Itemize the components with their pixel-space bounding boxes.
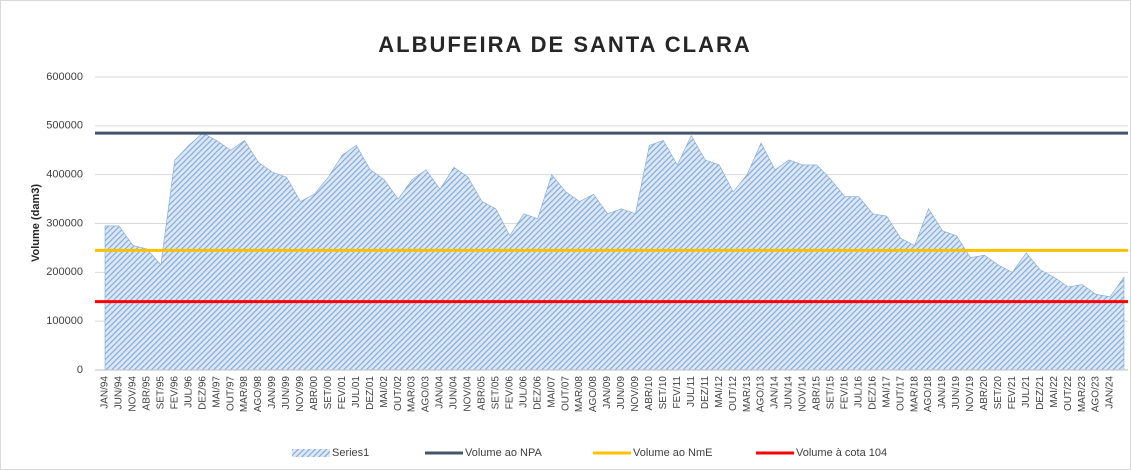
x-tick-label: FEV/01 [337, 376, 348, 410]
legend-label: Volume ao NPA [465, 447, 543, 459]
x-tick-label: JAN/19 [937, 376, 948, 409]
x-tick-label: AGO/08 [588, 376, 599, 413]
x-tick-label: ABR/15 [812, 376, 823, 411]
x-tick-label: JUN/99 [281, 376, 292, 410]
x-tick-label: MAI/12 [714, 376, 725, 408]
x-tick-label: JUN/94 [114, 376, 125, 410]
x-tick-label: JUL/16 [853, 376, 864, 408]
y-tick-label: 300000 [46, 217, 83, 229]
x-tick-label: NOV/14 [798, 376, 809, 412]
x-tick-label: NOV/19 [965, 376, 976, 412]
x-tick-label: SET/95 [155, 376, 166, 410]
x-tick-label: MAR/98 [239, 376, 250, 413]
x-tick-label: SET/05 [490, 376, 501, 410]
y-tick-label: 600000 [46, 71, 83, 83]
x-tick-label: JUL/96 [183, 376, 194, 408]
x-tick-label: ABR/95 [142, 376, 153, 411]
y-tick-label: 500000 [46, 120, 83, 132]
x-tick-label: DEZ/16 [867, 376, 878, 410]
x-tick-label: JAN/94 [100, 376, 111, 409]
x-tick-label: SET/15 [826, 376, 837, 410]
x-tick-label: MAI/97 [211, 376, 222, 408]
x-tick-label: MAI/02 [379, 376, 390, 408]
x-tick-label: MAI/07 [546, 376, 557, 408]
x-tick-label: ABR/00 [309, 376, 320, 411]
x-tick-label: MAR/08 [574, 376, 585, 413]
x-tick-label: JUL/06 [518, 376, 529, 408]
y-tick-label: 400000 [46, 169, 83, 181]
x-tick-label: JUL/21 [1021, 376, 1032, 408]
x-tick-label: OUT/22 [1063, 376, 1074, 411]
x-tick-label: OUT/02 [393, 376, 404, 411]
y-axis-label: Volume (dam3) [30, 184, 42, 262]
x-tick-label: DEZ/11 [700, 376, 711, 410]
x-tick-label: JAN/09 [602, 376, 613, 409]
x-tick-label: JAN/99 [267, 376, 278, 409]
x-tick-label: DEZ/96 [197, 376, 208, 410]
x-tick-label: FEV/21 [1007, 376, 1018, 410]
x-tick-label: JUN/14 [784, 376, 795, 410]
x-tick-label: JUN/09 [616, 376, 627, 410]
x-tick-label: MAR/23 [1077, 376, 1088, 413]
x-tick-label: JAN/14 [770, 376, 781, 409]
x-tick-label: AGO/23 [1091, 376, 1102, 413]
x-tick-label: DEZ/21 [1035, 376, 1046, 410]
x-tick-label: MAI/17 [881, 376, 892, 408]
x-tick-label: JUN/19 [951, 376, 962, 410]
x-tick-label: JAN/04 [435, 376, 446, 409]
x-tick-label: ABR/20 [979, 376, 990, 411]
x-tick-label: JUL/11 [686, 376, 697, 407]
y-tick-label: 200000 [46, 266, 83, 278]
x-tick-label: NOV/09 [630, 376, 641, 412]
x-tick-label: DEZ/06 [532, 376, 543, 410]
x-tick-label: NOV/94 [128, 376, 139, 412]
x-tick-label: AGO/03 [421, 376, 432, 413]
x-tick-label: AGO/18 [923, 376, 934, 413]
x-tick-label: MAR/18 [909, 376, 920, 413]
x-tick-label: SET/10 [658, 376, 669, 410]
x-tick-label: DEZ/01 [365, 376, 376, 410]
x-tick-label: OUT/17 [895, 376, 906, 411]
x-tick-label: MAR/03 [407, 376, 418, 413]
legend-swatch [292, 449, 330, 457]
x-tick-label: SET/20 [993, 376, 1004, 410]
legend-label: Volume ao NmE [633, 447, 712, 459]
x-tick-label: OUT/12 [728, 376, 739, 411]
x-tick-label: FEV/96 [169, 376, 180, 410]
x-tick-label: NOV/99 [295, 376, 306, 412]
x-tick-label: MAR/13 [742, 376, 753, 413]
x-tick-label: NOV/04 [463, 376, 474, 412]
x-tick-label: FEV/11 [672, 376, 683, 409]
x-tick-label: FEV/16 [839, 376, 850, 410]
x-tick-label: JUL/01 [351, 376, 362, 408]
x-tick-label: ABR/10 [644, 376, 655, 411]
x-tick-label: FEV/06 [504, 376, 515, 410]
y-tick-label: 0 [77, 364, 83, 376]
x-tick-label: OUT/97 [225, 376, 236, 411]
x-tick-label: MAI/22 [1049, 376, 1060, 408]
legend-label: Series1 [332, 447, 369, 459]
x-tick-label: AGO/98 [253, 376, 264, 413]
legend-label: Volume à cota 104 [796, 447, 887, 459]
x-tick-label: AGO/13 [756, 376, 767, 413]
chart-title: ALBUFEIRA DE SANTA CLARA [378, 32, 752, 57]
x-tick-label: OUT/07 [560, 376, 571, 411]
x-tick-label: JUN/04 [449, 376, 460, 410]
y-tick-label: 100000 [46, 315, 83, 327]
x-tick-label: ABR/05 [477, 376, 488, 411]
x-tick-label: SET/00 [323, 376, 334, 410]
x-tick-label: JAN/24 [1105, 376, 1116, 409]
